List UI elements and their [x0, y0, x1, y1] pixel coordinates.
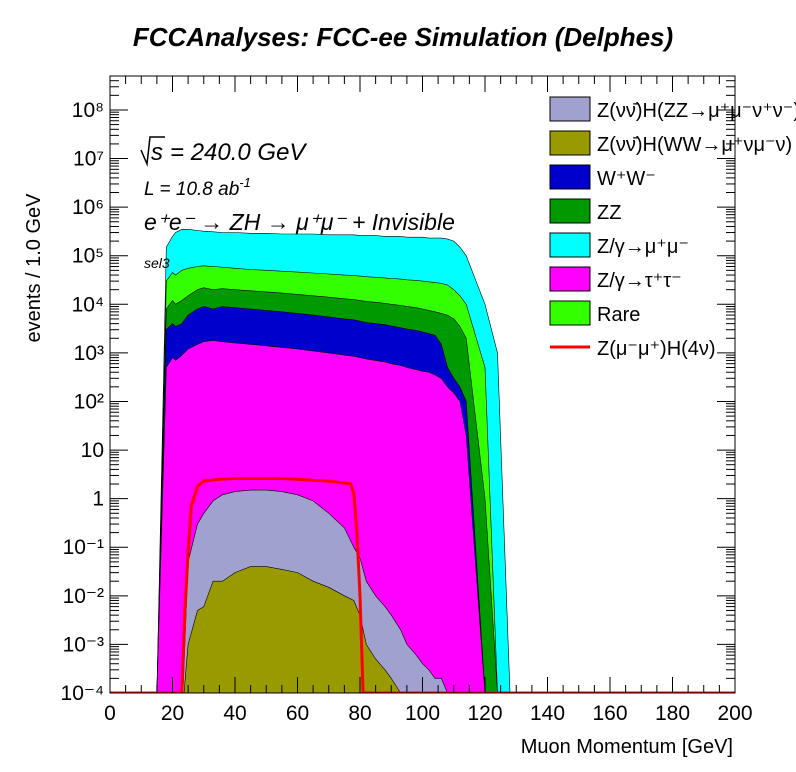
y-tick-label: 10⁵ [72, 245, 104, 268]
legend-label: W⁺W⁻ [597, 168, 656, 190]
legend-swatch [549, 130, 591, 156]
y-tick-label: 10⁻¹ [63, 536, 104, 559]
legend-swatch [549, 198, 591, 224]
x-tick-label: 120 [467, 702, 502, 725]
y-tick-label: 10⁷ [73, 148, 104, 171]
y-axis: 10⁻⁴ 10⁻³ 10⁻² 10⁻¹ 1 10 10² 10³ 10⁴ 10⁵ 10⁶ 10⁷ 10⁸ [61, 75, 735, 705]
x-tick-label: 140 [530, 702, 565, 725]
x-tick-label: 100 [405, 702, 440, 725]
x-axis: 0 20 40 60 80 100 120 140 160 180 200 [104, 76, 753, 725]
luminosity-annotation: L = 10.8 ab-1 [144, 175, 251, 200]
y-tick-label: 10⁻⁴ [61, 682, 104, 705]
legend-swatch [549, 96, 591, 122]
x-axis-label: Muon Momentum [GeV] [521, 736, 733, 758]
y-tick-label: 10³ [74, 342, 104, 365]
series-band-7 [156, 566, 510, 693]
x-tick-label: 80 [348, 702, 371, 725]
stack-bands [110, 229, 735, 693]
legend-label: Z/γ→μ⁺μ⁻ [597, 236, 689, 258]
y-tick-label: 10⁸ [72, 99, 104, 122]
x-tick-label: 20 [161, 702, 184, 725]
sqrt-s-value: 240.0 GeV [190, 139, 308, 166]
x-tick-label: 160 [592, 702, 627, 725]
legend-label: Rare [597, 304, 640, 326]
legend-label: Z/γ→τ⁺τ⁻ [597, 270, 682, 292]
y-tick-label: 10² [74, 390, 104, 413]
legend-label: Z(μ⁻μ⁺)H(4ν) [597, 338, 716, 360]
y-tick-label: 10⁻³ [63, 633, 104, 656]
plot-annotations: s = 240.0 GeV L = 10.8 ab-1 e⁺e⁻ → ZH → … [140, 136, 455, 271]
sqrt-s-equals: = [170, 139, 191, 166]
y-tick-label: 10⁴ [72, 293, 104, 316]
chart-title: FCCAnalyses: FCC-ee Simulation (Delphes) [133, 22, 673, 52]
y-tick-label: 10⁶ [72, 196, 104, 219]
y-tick-label: 1 [92, 488, 104, 511]
legend-label: Z(νν̄)H(WW→μ⁺νμ⁻ν) [597, 134, 792, 156]
y-tick-label: 10⁻² [63, 585, 104, 608]
x-tick-label: 40 [223, 702, 246, 725]
x-tick-label: 180 [655, 702, 690, 725]
x-tick-label: 200 [717, 702, 752, 725]
y-tick-label: 10 [81, 439, 104, 462]
legend-swatch [549, 266, 591, 292]
legend-label: Z(νν̄)H(ZZ→μ⁺μ⁻ν⁺ν⁻) [597, 100, 796, 122]
x-tick-label: 60 [286, 702, 309, 725]
legend-swatch [549, 300, 591, 326]
luminosity-exponent: -1 [239, 175, 251, 190]
legend-swatch [549, 232, 591, 258]
signal-line [110, 477, 735, 693]
x-tick-label: 0 [104, 702, 116, 725]
legend-swatch [549, 164, 591, 190]
selection-annotation: sel3 [144, 255, 170, 271]
legend: Z(νν̄)H(ZZ→μ⁺μ⁻ν⁺ν⁻) Z(νν̄)H(WW→μ⁺νμ⁻ν) W⁺… [549, 96, 796, 360]
y-axis-label: events / 1.0 GeV [23, 193, 45, 343]
sqrt-symbol [140, 136, 165, 167]
luminosity-text: L = 10.8 ab [144, 179, 239, 200]
process-annotation: e⁺e⁻ → ZH → μ⁺μ⁻ + Invisible [144, 209, 455, 235]
sqrt-s-annotation: = 240.0 GeV [170, 139, 307, 166]
legend-label: ZZ [597, 202, 621, 224]
sqrt-s-symbol: s [151, 139, 163, 166]
